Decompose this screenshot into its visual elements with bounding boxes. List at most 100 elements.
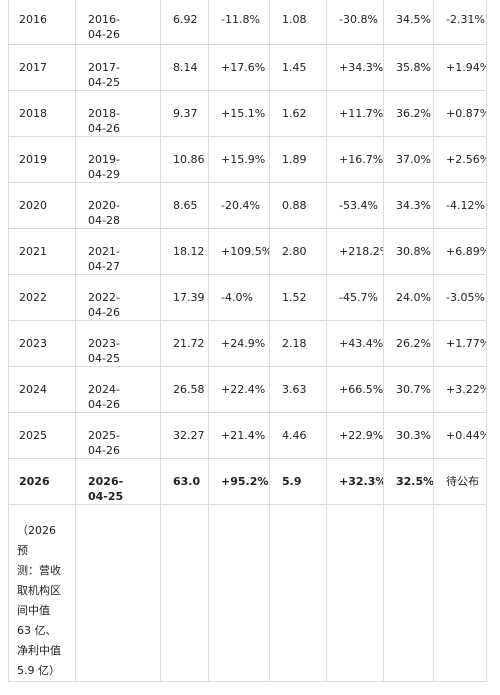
change-cell: +0.87% <box>433 90 487 137</box>
margin-cell: 37.0% <box>383 136 434 183</box>
date-cell: 2017- 04-25 <box>75 44 161 91</box>
date-cell: 2026- 04-25 <box>75 458 161 505</box>
revenue-cell: 8.14 <box>160 44 209 91</box>
revenue-cell: 18.12 <box>160 228 209 275</box>
year-cell: 2018 <box>8 90 76 137</box>
table-row-forecast: 2026 2026- 04-25 63.0 +95.2% 5.9 +32.3% … <box>8 458 487 505</box>
margin-cell: 24.0% <box>383 274 434 321</box>
profit-cell: 0.88 <box>269 182 327 229</box>
revenue-growth-cell: +17.6% <box>208 44 270 91</box>
empty-cell <box>160 504 209 682</box>
revenue-cell: 10.86 <box>160 136 209 183</box>
profit-cell: 1.45 <box>269 44 327 91</box>
profit-cell: 1.52 <box>269 274 327 321</box>
profit-cell: 1.08 <box>269 0 327 45</box>
revenue-growth-cell: +95.2% <box>208 458 270 505</box>
table-row: 2019 2019- 04-29 10.86 +15.9% 1.89 +16.7… <box>8 136 487 183</box>
margin-cell: 30.3% <box>383 412 434 459</box>
revenue-cell: 21.72 <box>160 320 209 367</box>
table-row: 2018 2018- 04-26 9.37 +15.1% 1.62 +11.7%… <box>8 90 487 137</box>
empty-cell <box>383 504 434 682</box>
change-cell: +0.44% <box>433 412 487 459</box>
date-cell: 2023- 04-25 <box>75 320 161 367</box>
margin-cell: 26.2% <box>383 320 434 367</box>
profit-cell: 1.62 <box>269 90 327 137</box>
empty-cell <box>326 504 384 682</box>
profit-growth-cell: -30.8% <box>326 0 384 45</box>
revenue-growth-cell: -20.4% <box>208 182 270 229</box>
profit-cell: 1.89 <box>269 136 327 183</box>
date-cell: 2024- 04-26 <box>75 366 161 413</box>
date-cell: 2018- 04-26 <box>75 90 161 137</box>
profit-cell: 4.46 <box>269 412 327 459</box>
date-cell: 2021- 04-27 <box>75 228 161 275</box>
profit-growth-cell: +218.2% <box>326 228 384 275</box>
revenue-growth-cell: -4.0% <box>208 274 270 321</box>
revenue-cell: 32.27 <box>160 412 209 459</box>
change-cell: +3.22% <box>433 366 487 413</box>
margin-cell: 34.5% <box>383 0 434 45</box>
profit-cell: 2.80 <box>269 228 327 275</box>
revenue-growth-cell: +109.5% <box>208 228 270 275</box>
table-row: 2025 2025- 04-26 32.27 +21.4% 4.46 +22.9… <box>8 412 487 459</box>
change-cell: +1.77% <box>433 320 487 367</box>
table-row: 2017 2017- 04-25 8.14 +17.6% 1.45 +34.3%… <box>8 44 487 91</box>
revenue-cell: 26.58 <box>160 366 209 413</box>
revenue-cell: 17.39 <box>160 274 209 321</box>
note-row: （2026 预 测：营收 取机构区 间中值 63 亿、 净利中值 5.9 亿） <box>8 504 487 682</box>
profit-growth-cell: +66.5% <box>326 366 384 413</box>
revenue-growth-cell: +21.4% <box>208 412 270 459</box>
revenue-growth-cell: +15.9% <box>208 136 270 183</box>
margin-cell: 32.5% <box>383 458 434 505</box>
profit-cell: 3.63 <box>269 366 327 413</box>
year-cell: 2026 <box>8 458 76 505</box>
profit-growth-cell: +43.4% <box>326 320 384 367</box>
revenue-growth-cell: -11.8% <box>208 0 270 45</box>
year-cell: 2023 <box>8 320 76 367</box>
profit-growth-cell: -45.7% <box>326 274 384 321</box>
margin-cell: 30.7% <box>383 366 434 413</box>
year-cell: 2024 <box>8 366 76 413</box>
table-row: 2020 2020- 04-28 8.65 -20.4% 0.88 -53.4%… <box>8 182 487 229</box>
year-cell: 2021 <box>8 228 76 275</box>
revenue-cell: 6.92 <box>160 0 209 45</box>
profit-growth-cell: +22.9% <box>326 412 384 459</box>
table-row: 2021 2021- 04-27 18.12 +109.5% 2.80 +218… <box>8 228 487 275</box>
change-cell: 待公布 <box>433 458 487 505</box>
profit-growth-cell: +34.3% <box>326 44 384 91</box>
profit-growth-cell: -53.4% <box>326 182 384 229</box>
change-cell: -4.12% <box>433 182 487 229</box>
change-cell: +6.89% <box>433 228 487 275</box>
margin-cell: 36.2% <box>383 90 434 137</box>
empty-cell <box>433 504 487 682</box>
profit-growth-cell: +32.3% <box>326 458 384 505</box>
margin-cell: 34.3% <box>383 182 434 229</box>
year-cell: 2017 <box>8 44 76 91</box>
table-row: 2022 2022- 04-26 17.39 -4.0% 1.52 -45.7%… <box>8 274 487 321</box>
empty-cell <box>269 504 327 682</box>
year-cell: 2025 <box>8 412 76 459</box>
revenue-growth-cell: +22.4% <box>208 366 270 413</box>
date-cell: 2025- 04-26 <box>75 412 161 459</box>
revenue-cell: 63.0 <box>160 458 209 505</box>
revenue-growth-cell: +15.1% <box>208 90 270 137</box>
empty-cell <box>208 504 270 682</box>
table-row: 2024 2024- 04-26 26.58 +22.4% 3.63 +66.5… <box>8 366 487 413</box>
table-row: 2023 2023- 04-25 21.72 +24.9% 2.18 +43.4… <box>8 320 487 367</box>
year-cell: 2019 <box>8 136 76 183</box>
forecast-note-cell: （2026 预 测：营收 取机构区 间中值 63 亿、 净利中值 5.9 亿） <box>8 504 76 682</box>
change-cell: +1.94% <box>433 44 487 91</box>
revenue-cell: 9.37 <box>160 90 209 137</box>
profit-growth-cell: +16.7% <box>326 136 384 183</box>
profit-growth-cell: +11.7% <box>326 90 384 137</box>
change-cell: -3.05% <box>433 274 487 321</box>
profit-cell: 5.9 <box>269 458 327 505</box>
year-cell: 2016 <box>8 0 76 45</box>
revenue-cell: 8.65 <box>160 182 209 229</box>
date-cell: 2022- 04-26 <box>75 274 161 321</box>
change-cell: -2.31% <box>433 0 487 45</box>
earnings-table: 2016 2016- 04-26 6.92 -11.8% 1.08 -30.8%… <box>8 0 487 682</box>
year-cell: 2022 <box>8 274 76 321</box>
change-cell: +2.56% <box>433 136 487 183</box>
